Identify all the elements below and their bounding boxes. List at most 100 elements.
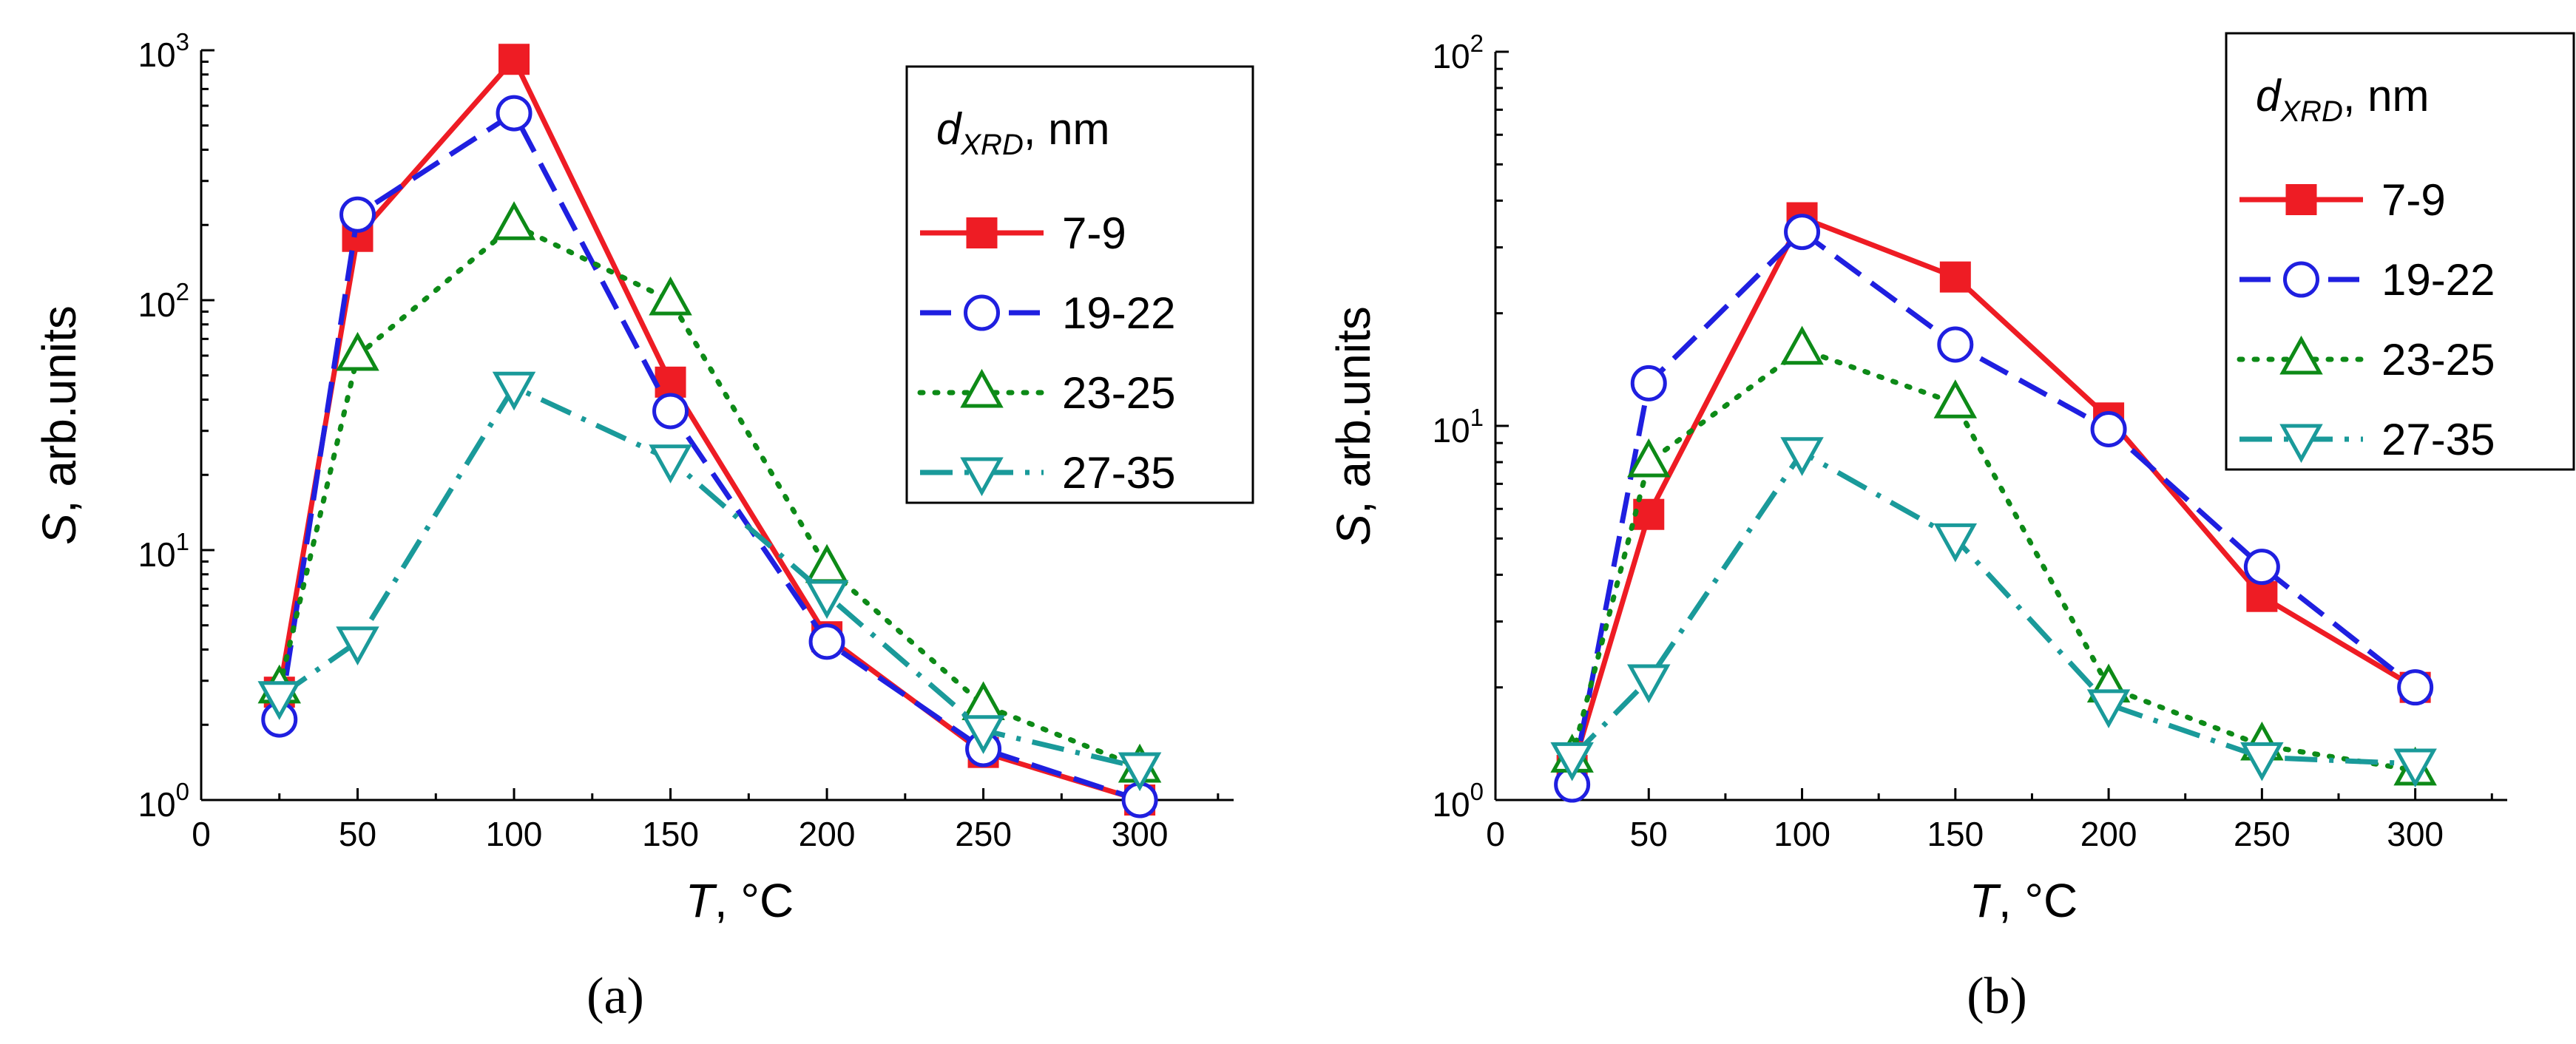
data-point <box>961 681 1005 720</box>
x-tick-label: 50 <box>1630 815 1668 853</box>
data-point <box>1780 437 1824 476</box>
data-point <box>652 393 689 430</box>
series-19-22 <box>261 95 1158 818</box>
x-tick-label: 250 <box>2234 815 2291 853</box>
legend-box <box>905 65 1254 504</box>
x-tick-label: 0 <box>192 815 211 853</box>
y-tick-label: 100 <box>1432 778 1484 824</box>
y-tick-base: 10 <box>1432 411 1470 450</box>
y-tick-label: 101 <box>1432 404 1484 450</box>
x-tick-label: 250 <box>955 815 1012 853</box>
legend-marker <box>966 217 998 248</box>
legend-label: 27-35 <box>1062 448 1175 498</box>
x-axis-title: T, °C <box>1970 874 2078 927</box>
legend: dXRD, nm 7-9 19-22 23-25 27-35 <box>905 65 1254 504</box>
data-point <box>1933 523 1978 563</box>
data-point <box>1784 214 1821 251</box>
y-axis-title: S, arb.units <box>1327 306 1380 546</box>
data-point <box>496 95 533 132</box>
data-point <box>1627 664 1671 704</box>
y-axis-title: S, arb.units <box>33 305 86 545</box>
y-tick-exponent: 1 <box>1470 404 1484 431</box>
x-axis-unit: , °C <box>1998 874 2078 927</box>
data-point <box>2246 580 2278 612</box>
x-axis-title: T, °C <box>686 874 794 927</box>
data-point <box>1118 752 1162 792</box>
x-tick-label: 50 <box>339 815 376 853</box>
legend-marker <box>2283 261 2319 298</box>
legend-label: 23-25 <box>2381 335 2495 384</box>
data-point <box>492 371 536 411</box>
y-axis-unit: , arb.units <box>33 305 86 513</box>
legend-marker <box>2279 335 2323 375</box>
y-tick-exponent: 2 <box>176 278 189 305</box>
legend-label: 7-9 <box>2381 175 2446 225</box>
data-point <box>1630 365 1667 401</box>
data-point <box>1633 498 1665 530</box>
y-tick-label: 101 <box>138 528 189 574</box>
y-tick-exponent: 3 <box>176 28 189 55</box>
y-tick-label: 102 <box>1432 30 1484 75</box>
legend-title: dXRD, nm <box>2256 71 2430 128</box>
y-axis-variable: S <box>1327 514 1380 546</box>
data-point <box>1933 379 1978 418</box>
legend-marker <box>2285 184 2317 215</box>
legend-title-sub: XRD <box>2279 95 2342 128</box>
y-tick-exponent: 0 <box>176 778 189 805</box>
data-point <box>805 580 849 620</box>
data-point <box>649 444 692 484</box>
panel-label: (b) <box>1967 968 2027 1025</box>
y-tick-base: 10 <box>138 535 175 574</box>
data-point <box>2243 549 2280 586</box>
data-point <box>492 201 536 240</box>
legend: dXRD, nm 7-9 19-22 23-25 27-35 <box>2225 32 2575 471</box>
x-tick-label: 200 <box>799 815 856 853</box>
data-point <box>961 715 1005 754</box>
y-tick-base: 10 <box>1432 785 1470 824</box>
x-tick-label: 150 <box>642 815 699 853</box>
legend-box <box>2225 32 2575 471</box>
legend-title-var: d <box>936 104 962 154</box>
x-tick-label: 100 <box>1774 815 1830 853</box>
data-point <box>2240 742 2284 782</box>
data-point <box>498 44 530 75</box>
legend-title-unit: , nm <box>2343 71 2430 121</box>
data-point <box>1780 325 1824 365</box>
legend-title: dXRD, nm <box>936 104 1110 161</box>
y-tick-exponent: 2 <box>1470 30 1484 57</box>
data-point <box>808 623 845 660</box>
y-tick-base: 10 <box>138 785 175 824</box>
y-tick-label: 103 <box>138 28 189 74</box>
series-27-35 <box>257 371 1162 792</box>
legend-title-sub: XRD <box>960 129 1023 161</box>
x-axis-variable: T <box>1970 874 2001 927</box>
legend-marker <box>960 457 1004 497</box>
legend-title-var: d <box>2256 71 2282 121</box>
data-point <box>1937 326 1974 363</box>
legend-marker <box>2279 424 2323 464</box>
legend-label: 7-9 <box>1062 209 1126 258</box>
legend-label: 23-25 <box>1062 368 1175 418</box>
x-axis-unit: , °C <box>714 874 794 927</box>
data-point <box>655 366 686 398</box>
series-line <box>1570 450 2416 767</box>
y-axis-unit: , arb.units <box>1327 306 1380 514</box>
data-point <box>2086 689 2131 728</box>
legend-label: 27-35 <box>2381 415 2495 464</box>
data-point <box>336 626 379 666</box>
data-point <box>339 196 376 233</box>
data-point <box>805 543 849 583</box>
y-tick-base: 10 <box>1432 37 1470 75</box>
x-axis-variable: T <box>686 874 717 927</box>
x-tick-label: 150 <box>1927 815 1984 853</box>
y-tick-label: 100 <box>138 778 189 824</box>
legend-marker <box>964 294 1000 331</box>
series-7-9 <box>1556 202 2431 786</box>
data-point <box>2090 410 2127 447</box>
x-tick-label: 100 <box>486 815 543 853</box>
y-tick-base: 10 <box>138 285 175 324</box>
series-19-22 <box>1554 214 2434 803</box>
panel-label: (a) <box>586 968 644 1025</box>
